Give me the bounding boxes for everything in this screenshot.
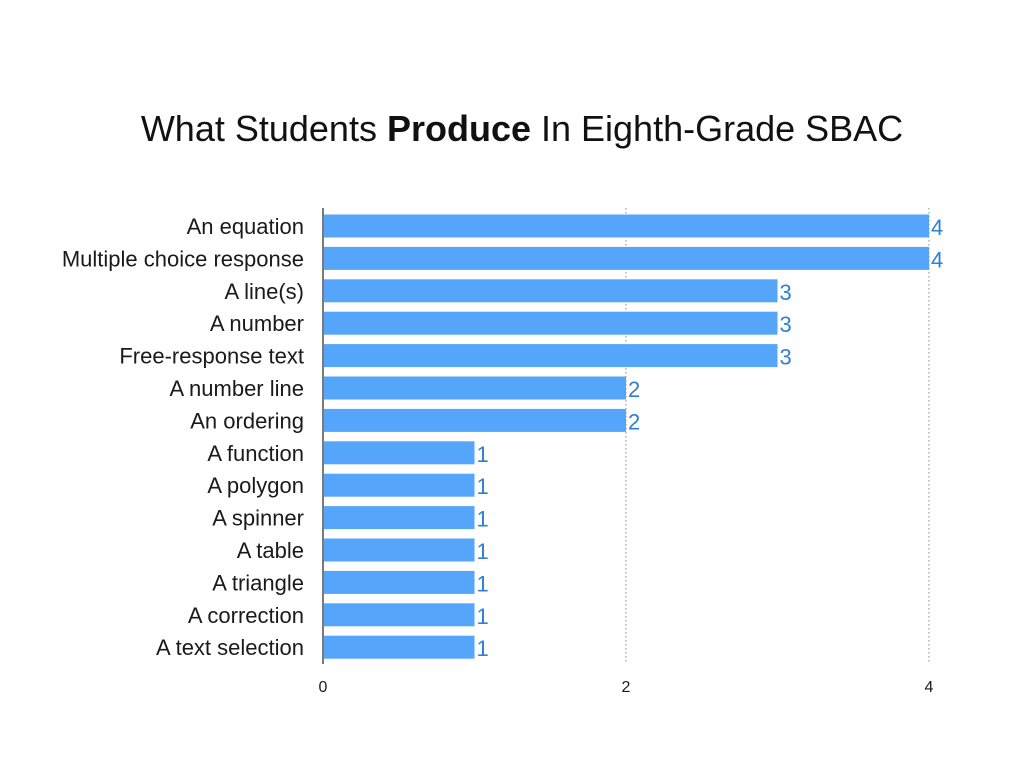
- category-label: A correction: [188, 603, 304, 628]
- bar: [324, 538, 475, 562]
- value-label: 2: [628, 409, 640, 434]
- bar: [324, 246, 929, 270]
- bar: [324, 506, 475, 530]
- x-tick-labels: 0 2 4: [319, 679, 934, 696]
- value-label: 1: [477, 636, 489, 661]
- chart-title-bold: Produce: [386, 108, 531, 149]
- category-label: A number line: [169, 376, 304, 401]
- category-label: A table: [237, 538, 304, 563]
- value-label: 4: [931, 247, 943, 272]
- category-label: A polygon: [207, 473, 304, 498]
- bar: [324, 441, 475, 465]
- bars: [324, 214, 929, 659]
- chart-title-prefix: What Students: [140, 108, 387, 149]
- x-tick-label: 0: [319, 679, 328, 696]
- bar: [324, 635, 475, 659]
- value-label: 1: [477, 604, 489, 629]
- bar: [324, 473, 475, 497]
- category-label: Free-response text: [119, 344, 304, 369]
- value-label: 1: [477, 507, 489, 532]
- value-label: 1: [477, 571, 489, 596]
- bar: [324, 570, 475, 594]
- value-label: 3: [780, 312, 792, 337]
- bar: [324, 214, 929, 238]
- bar: [324, 603, 475, 627]
- value-label: 2: [628, 377, 640, 402]
- category-label: A number: [210, 311, 304, 336]
- x-tick-label: 4: [925, 679, 934, 696]
- bar: [324, 279, 778, 303]
- category-label: An equation: [187, 214, 304, 239]
- category-label: A line(s): [225, 279, 304, 304]
- chart-title-suffix: In Eighth-Grade SBAC: [531, 108, 904, 149]
- category-label: A triangle: [212, 570, 304, 595]
- chart-title: What Students Produce In Eighth-Grade SB…: [0, 108, 1024, 150]
- value-label: 1: [477, 442, 489, 467]
- category-label: A text selection: [156, 635, 304, 660]
- bar: [324, 376, 626, 400]
- value-label: 3: [780, 280, 792, 305]
- category-labels: An equation Multiple choice response A lin…: [62, 214, 304, 660]
- value-labels: 4 4 3 3 3 2 2 1 1 1 1 1 1 1: [477, 215, 944, 661]
- category-label: A function: [207, 441, 304, 466]
- bar: [324, 344, 778, 368]
- category-label: An ordering: [190, 408, 304, 433]
- bar: [324, 311, 778, 335]
- grid-lines: [625, 208, 930, 664]
- value-label: 1: [477, 539, 489, 564]
- category-label: A spinner: [212, 506, 304, 531]
- value-label: 4: [931, 215, 943, 240]
- value-label: 1: [477, 474, 489, 499]
- x-tick-label: 2: [622, 679, 631, 696]
- bar: [324, 408, 626, 432]
- value-label: 3: [780, 345, 792, 370]
- category-label: Multiple choice response: [62, 246, 304, 271]
